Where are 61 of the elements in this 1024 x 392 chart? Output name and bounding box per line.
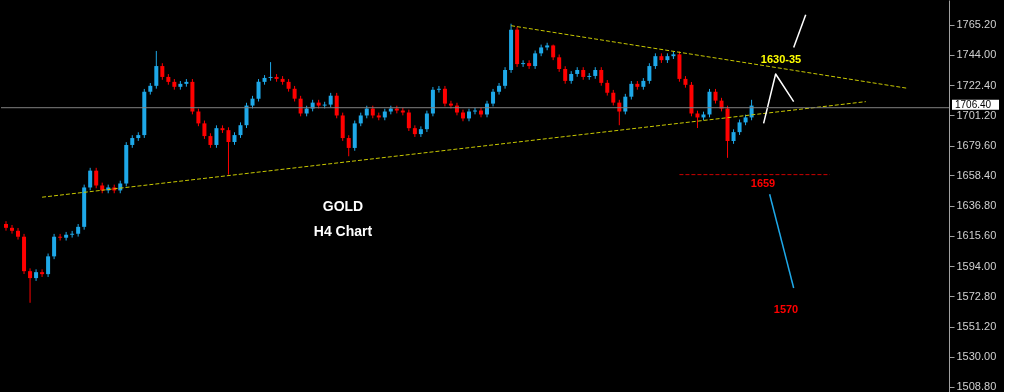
- candlestick: [214, 124, 219, 149]
- candlestick: [418, 125, 423, 138]
- y-tick-label: 1744.00: [956, 48, 997, 61]
- candlestick: [533, 50, 538, 70]
- candlestick: [346, 134, 351, 157]
- candlestick: [521, 59, 526, 68]
- candlestick: [4, 220, 8, 232]
- y-tick-label: 1508.80: [956, 380, 997, 392]
- y-tick-label: 1658.40: [956, 168, 997, 181]
- y-tick-label: 1636.80: [956, 199, 997, 212]
- candlestick: [707, 88, 712, 118]
- y-tick-label: 1530.00: [956, 350, 997, 363]
- text: GOLD: [322, 198, 364, 214]
- candlestick: [256, 78, 261, 102]
- candlestick: [88, 167, 93, 191]
- candlestick: [406, 109, 411, 132]
- y-tick-label: 1722.40: [956, 78, 997, 91]
- candlestick: [64, 231, 69, 242]
- candlestick: [70, 230, 75, 239]
- y-tick-label: 1572.80: [956, 289, 997, 302]
- candlestick: [436, 85, 441, 94]
- y-tick-label: 1615.60: [956, 229, 997, 242]
- y-tick-label: 1701.20: [956, 108, 997, 121]
- candlestick: [34, 268, 39, 282]
- candlestick: [527, 59, 532, 70]
- text: H4 Chart: [313, 223, 373, 239]
- annotation: 1570: [773, 303, 799, 315]
- candlestick: [154, 50, 159, 90]
- candlestick: [340, 112, 345, 142]
- candlestick: [503, 66, 508, 90]
- candlestick: [244, 102, 249, 129]
- annotation: 1630-35: [760, 53, 802, 65]
- candlestick: [46, 253, 51, 278]
- candlestick: [16, 227, 21, 241]
- ref-line-label: 1706.40: [955, 98, 992, 110]
- candlestick: [58, 233, 63, 242]
- y-tick-label: 1765.20: [956, 18, 997, 31]
- candlestick: [28, 267, 33, 304]
- candlestick: [430, 86, 435, 117]
- y-tick-label: 1594.00: [956, 259, 997, 272]
- candlestick: [623, 93, 628, 115]
- candlestick: [473, 107, 477, 115]
- candlestick: [334, 92, 339, 119]
- candlestick: [448, 100, 453, 109]
- candlestick: [202, 120, 207, 140]
- candlestick: [424, 110, 429, 133]
- candlestick: [442, 85, 447, 107]
- candlestick: [647, 62, 652, 85]
- candlestick: [599, 66, 604, 87]
- candlestick: [52, 233, 57, 260]
- annotation: 1659: [750, 177, 776, 189]
- candlestick: [497, 82, 502, 96]
- candlestick: [268, 61, 273, 82]
- candlestick: [412, 124, 417, 138]
- candlestick: [94, 167, 99, 189]
- candlestick: [226, 126, 231, 176]
- candlestick: [40, 268, 45, 278]
- candlestick: [10, 224, 15, 235]
- y-tick-label: 1679.60: [956, 139, 997, 152]
- y-tick-label: 1551.20: [956, 320, 997, 333]
- candlestick: [629, 80, 634, 101]
